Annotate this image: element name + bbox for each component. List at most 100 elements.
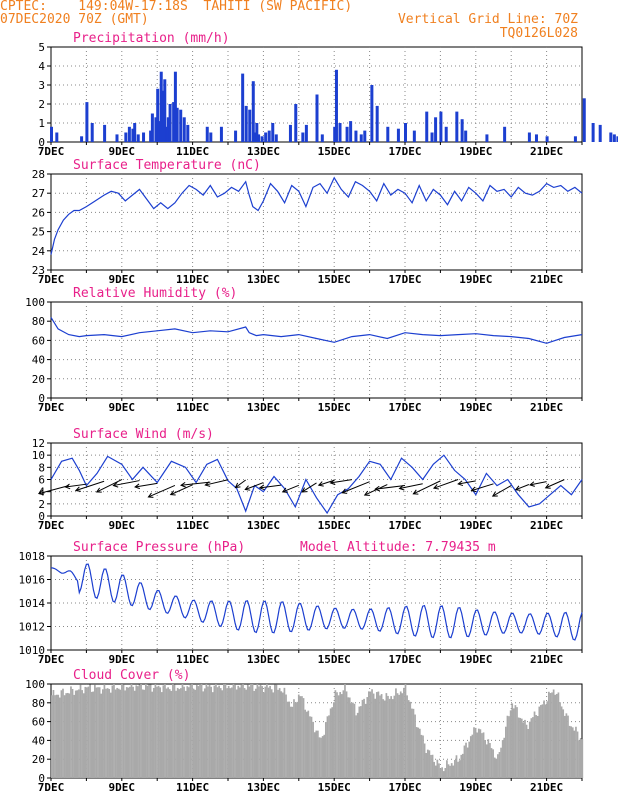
precip-bar <box>168 104 172 142</box>
cloud-bar <box>363 698 365 778</box>
cloud-bar <box>296 701 299 778</box>
press-ytick-label: 1012 <box>19 621 46 634</box>
precip-ytick-label: 0 <box>38 136 45 149</box>
cloud-bar <box>407 700 410 778</box>
cloud-bar <box>340 694 343 778</box>
precip-xtick-label: 15DEC <box>318 145 351 158</box>
wind-vector-shaft <box>245 482 264 490</box>
cloud-bar <box>455 755 458 778</box>
wind-vector <box>95 479 123 493</box>
wind-vector-shaft <box>301 482 317 493</box>
precip-xtick-label: 9DEC <box>109 145 136 158</box>
precip-xtick-label: 17DEC <box>388 145 421 158</box>
cloud-bar <box>568 725 571 778</box>
cloud-bar <box>517 717 520 778</box>
chart-header: CPTEC: 149:04W-17:18S TAHITI (SW PACIFIC… <box>0 0 618 46</box>
cloud-bar <box>285 694 287 778</box>
cloud-bar <box>570 726 573 778</box>
cloud-bar <box>192 688 195 778</box>
wind-xtick-label: 17DEC <box>388 519 421 532</box>
cloud-bar <box>105 688 107 778</box>
cloud-bar <box>514 705 517 778</box>
cloud-ytick-label: 0 <box>38 772 45 785</box>
cloud-bar <box>352 702 354 778</box>
cloud-xtick-label: 15DEC <box>318 781 351 794</box>
cloud-bar <box>505 726 507 778</box>
precip-bar <box>334 69 338 142</box>
precip-bar <box>591 123 595 142</box>
cloud-bar <box>280 691 283 778</box>
cloud-xtick-label: 17DEC <box>388 781 421 794</box>
cloud-bar <box>463 745 466 778</box>
precip-bar <box>253 132 257 142</box>
wind-vector-head <box>470 486 477 493</box>
cloud-bar <box>151 691 154 778</box>
pressure-line <box>50 563 583 641</box>
precip-bar <box>375 105 379 142</box>
cloud-bar <box>404 684 407 778</box>
cloud-bar <box>304 709 306 778</box>
wind-frame <box>50 442 583 517</box>
cloud-bar <box>549 693 552 778</box>
precip-bar <box>248 109 252 142</box>
precip-bar <box>430 132 434 142</box>
cloud-bar <box>409 701 412 778</box>
cloud-bar <box>109 692 112 778</box>
cloud-bar <box>148 684 150 778</box>
precip-bar <box>241 73 245 142</box>
cloud-bar <box>54 695 56 778</box>
cloud-bar <box>540 705 542 778</box>
cloud-bar <box>106 688 109 778</box>
precip-bar <box>186 124 190 142</box>
cloud-bar <box>226 688 228 778</box>
cloud-bar <box>318 737 321 778</box>
cloud-bar <box>114 689 117 778</box>
cloud-bar <box>398 694 400 778</box>
cloud-bar <box>234 685 236 778</box>
precip-bar <box>503 126 507 142</box>
temp-xtick-label: 7DEC <box>38 273 65 286</box>
cloud-ytick-label: 80 <box>32 697 45 710</box>
cloud-bar <box>328 715 330 778</box>
cloud-bar <box>331 707 334 778</box>
precip-bar <box>349 121 353 142</box>
cloud-bar <box>216 687 219 778</box>
cloud-bar <box>66 692 69 778</box>
precip-bar <box>136 134 140 142</box>
cloud-bar <box>511 703 514 778</box>
cloud-bar <box>442 771 445 778</box>
cloud-bar <box>474 727 477 778</box>
precip-bar <box>131 128 135 142</box>
cloud-bar <box>205 684 208 778</box>
cloud-bar <box>256 684 259 778</box>
cloud-bar <box>446 760 448 778</box>
cloud-bar <box>101 689 104 778</box>
precip-ytick-label: 5 <box>38 41 45 54</box>
cloud-bar <box>170 690 173 778</box>
cloud-bar <box>313 732 316 778</box>
cloud-bar <box>62 688 64 778</box>
cloud-bar <box>227 685 230 778</box>
cloud-bar <box>52 690 55 778</box>
precip-bar <box>172 102 176 142</box>
precip-bar <box>257 134 261 142</box>
wind-vector <box>374 485 406 492</box>
wind-vector-shaft <box>75 480 105 491</box>
cloud-bar <box>503 737 506 778</box>
temp-ytick-label: 23 <box>32 264 45 277</box>
cloud-bar <box>183 686 185 778</box>
rh-ytick-label: 40 <box>32 354 45 367</box>
cloud-bar <box>449 765 451 778</box>
temp-ytick-label: 25 <box>32 226 45 239</box>
cloud-bar <box>223 684 225 778</box>
wind-vector-shaft <box>471 483 494 492</box>
cloud-bar <box>315 730 318 778</box>
precip-bar <box>179 109 183 142</box>
model-code: TQ0126L028 <box>499 26 578 41</box>
wind-vector <box>432 479 459 490</box>
cloud-bar <box>218 685 220 778</box>
cloud-bar <box>297 694 300 778</box>
cloud-bar <box>238 687 241 778</box>
precip-bar <box>612 134 616 142</box>
cloud-bar <box>301 696 303 778</box>
